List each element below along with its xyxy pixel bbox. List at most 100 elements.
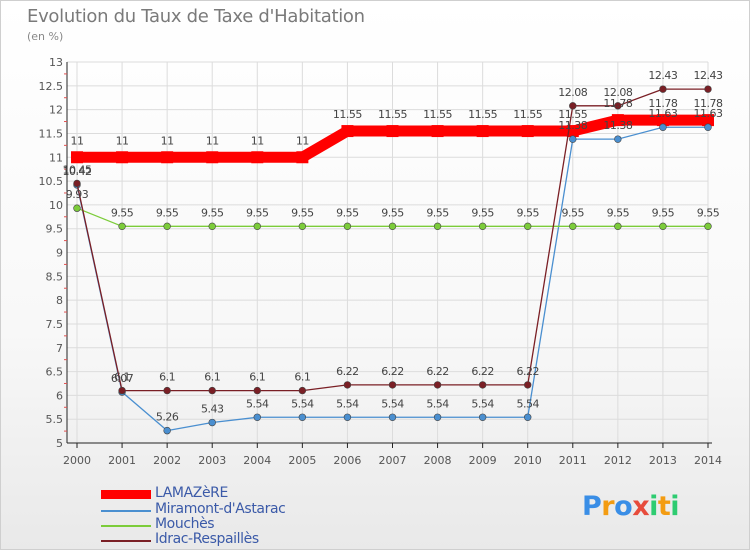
data-label: 9.55 <box>471 206 494 219</box>
series-marker <box>118 386 126 395</box>
y-tick-label: 5.5 <box>46 413 64 426</box>
legend-swatch <box>101 540 151 542</box>
y-tick-label: 12.5 <box>39 80 64 93</box>
data-label: 9.55 <box>291 206 314 219</box>
data-label: 11.55 <box>468 108 497 121</box>
data-label: 9.93 <box>66 188 89 201</box>
y-axis-unit: (en %) <box>27 30 64 43</box>
x-tick-label: 2014 <box>694 454 722 467</box>
data-label: 11.55 <box>513 108 542 121</box>
x-tick-label: 2002 <box>153 454 181 467</box>
data-label: 9.55 <box>607 206 630 219</box>
data-label: 11.78 <box>694 97 723 110</box>
x-tick-label: 2010 <box>514 454 542 467</box>
data-label: 12.43 <box>648 69 677 82</box>
series-marker <box>524 381 532 389</box>
series-marker <box>478 222 487 231</box>
data-label: 6.22 <box>426 365 449 378</box>
x-tick-label: 2007 <box>379 454 407 467</box>
series-marker <box>388 222 397 231</box>
data-label: 12.08 <box>603 86 632 99</box>
series-marker <box>569 102 577 110</box>
data-label: 6.22 <box>471 365 494 378</box>
logo-letter: t <box>657 491 671 522</box>
y-tick-label: 8.5 <box>46 270 64 283</box>
y-tick-label: 9 <box>56 247 63 260</box>
proxiti-logo: Proxiti <box>582 491 680 522</box>
data-label: 10.45 <box>63 163 92 176</box>
series-marker <box>298 386 307 395</box>
data-label: 9.55 <box>516 206 539 219</box>
data-label: 12.43 <box>694 69 723 82</box>
data-label: 9.55 <box>426 206 449 219</box>
series <box>71 85 714 435</box>
series-marker <box>704 85 712 93</box>
series-marker <box>208 222 216 231</box>
data-label: 9.55 <box>652 206 675 219</box>
series-marker <box>253 222 261 231</box>
data-label: 5.54 <box>246 397 269 410</box>
data-label: 6.1 <box>294 371 310 384</box>
y-tick-label: 7 <box>56 342 63 355</box>
series-marker <box>524 222 532 231</box>
y-tick-label: 6 <box>56 389 63 402</box>
series-marker <box>388 381 397 389</box>
y-tick-label: 10 <box>49 199 63 212</box>
data-label: 12.08 <box>558 86 587 99</box>
data-label: 9.55 <box>111 206 134 219</box>
data-label: 11 <box>161 134 174 147</box>
series-marker <box>73 204 81 212</box>
series-marker <box>343 381 352 389</box>
chart-title: Evolution du Taux de Taxe d'Habitation <box>27 6 365 27</box>
series-marker <box>433 413 442 421</box>
logo-letter: i <box>670 491 680 522</box>
data-label: 11.63 <box>648 107 677 120</box>
series-marker <box>569 222 577 231</box>
series-marker <box>73 179 81 188</box>
data-label: 9.55 <box>562 206 585 219</box>
series-marker <box>163 426 171 435</box>
data-label: 11 <box>116 134 129 147</box>
y-tick-label: 12 <box>49 104 63 117</box>
series-marker <box>71 151 83 164</box>
series-marker <box>386 125 399 138</box>
series-marker <box>116 151 129 164</box>
series-marker <box>433 222 442 231</box>
series-marker <box>614 222 622 231</box>
series-marker <box>253 413 261 421</box>
series-marker <box>343 222 352 231</box>
data-label: 5.54 <box>471 397 494 410</box>
series-marker <box>296 151 309 164</box>
series-marker <box>659 85 667 93</box>
series-marker <box>478 381 487 389</box>
series-marker <box>251 151 264 164</box>
series-marker <box>656 114 669 127</box>
series-marker <box>659 123 667 131</box>
x-tick-label: 2001 <box>108 454 136 467</box>
data-label: 5.54 <box>516 397 539 410</box>
legend-label: Miramont-d'Astarac <box>155 501 286 517</box>
data-label: 11.38 <box>558 119 587 132</box>
series-marker <box>569 135 577 143</box>
grid <box>67 61 709 444</box>
y-tick-label: 10.5 <box>39 175 64 188</box>
series-marker <box>253 386 261 395</box>
series-marker <box>704 222 712 231</box>
data-label: 5.54 <box>426 397 449 410</box>
x-tick-label: 2012 <box>604 454 632 467</box>
data-label: 6.1 <box>159 371 175 384</box>
data-label: 11.78 <box>648 97 677 110</box>
y-tick-label: 6.5 <box>46 366 64 379</box>
x-tick-label: 2003 <box>198 454 226 467</box>
data-label: 6.22 <box>516 365 539 378</box>
series-marker <box>298 413 307 421</box>
series-marker <box>702 114 714 127</box>
data-label: 11.55 <box>378 108 407 121</box>
x-tick-label: 2011 <box>559 454 587 467</box>
data-label: 6.07 <box>111 372 134 385</box>
series-marker <box>431 125 444 138</box>
legend-swatch <box>101 490 151 499</box>
x-tick-label: 2006 <box>333 454 361 467</box>
data-label: 5.26 <box>156 411 179 424</box>
